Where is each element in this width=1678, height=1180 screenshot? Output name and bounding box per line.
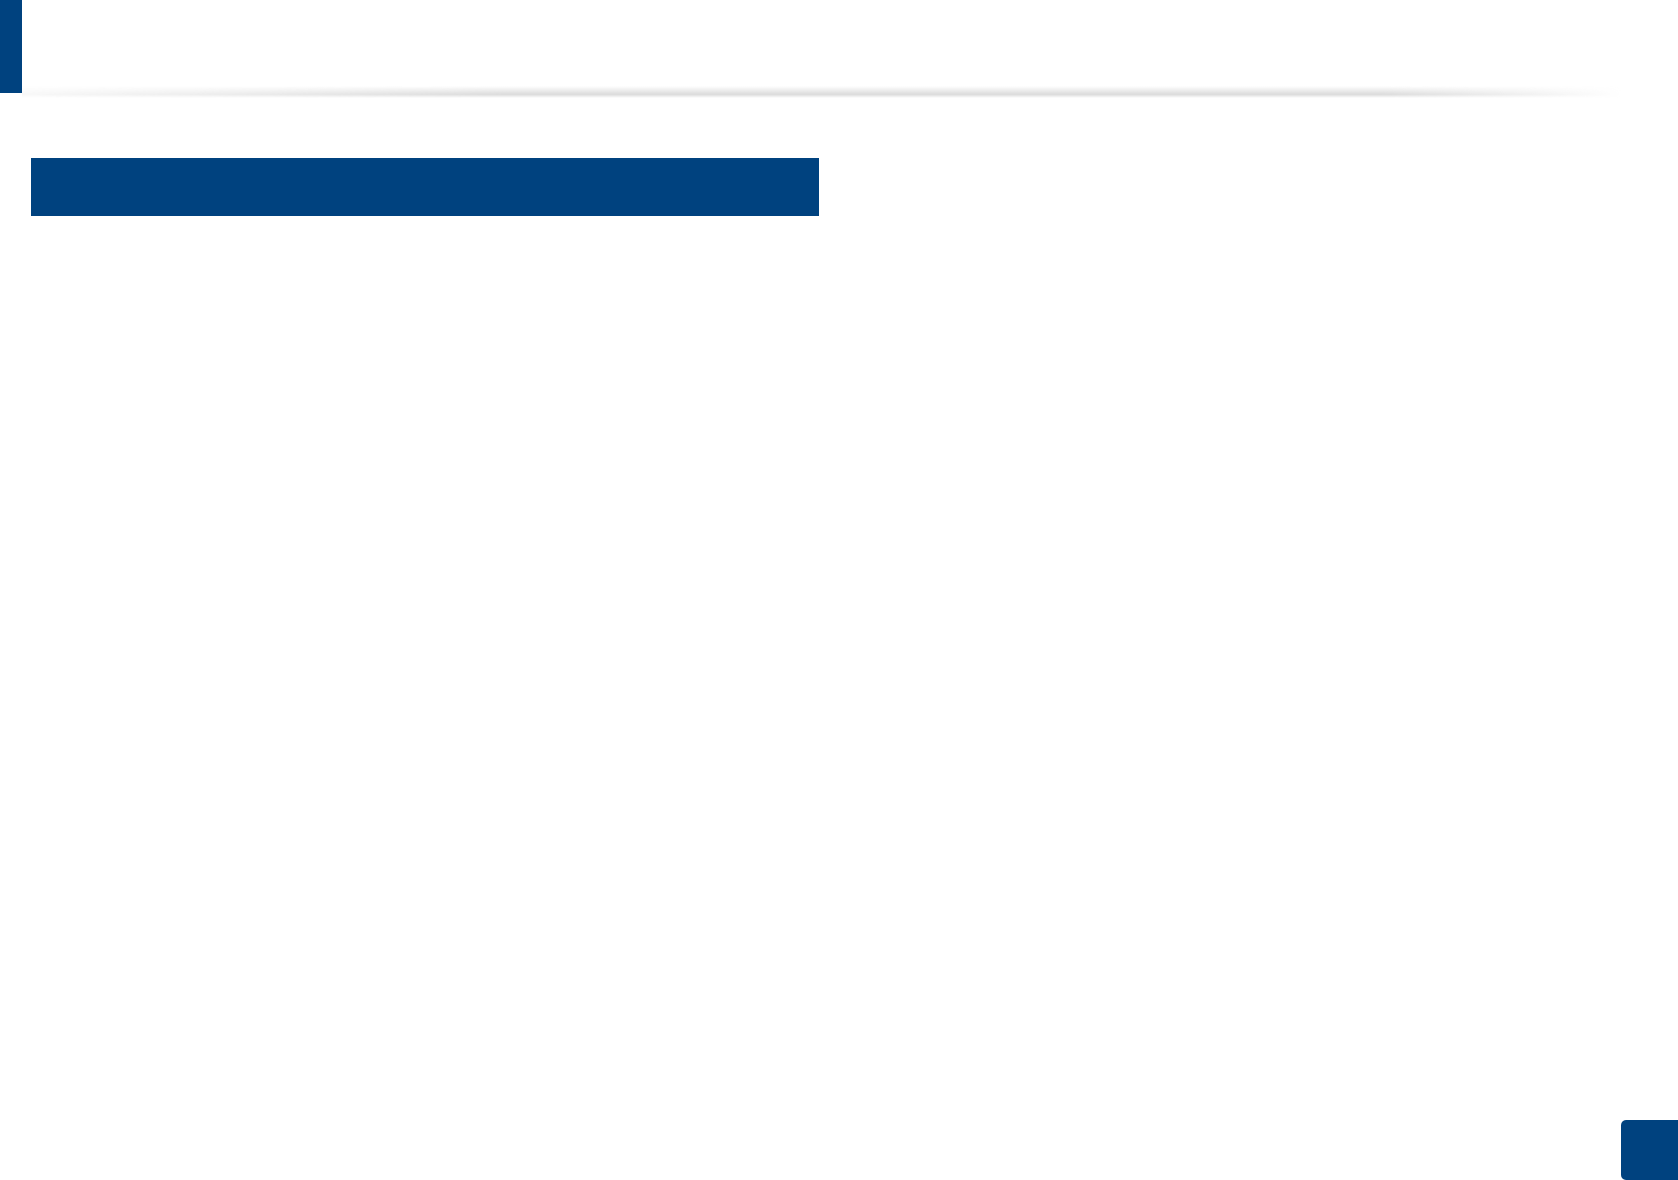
page-number-box [1621,1120,1678,1180]
chapter-tab-marker [0,0,22,93]
section-heading-bar [31,158,819,216]
header-divider [22,86,1622,98]
